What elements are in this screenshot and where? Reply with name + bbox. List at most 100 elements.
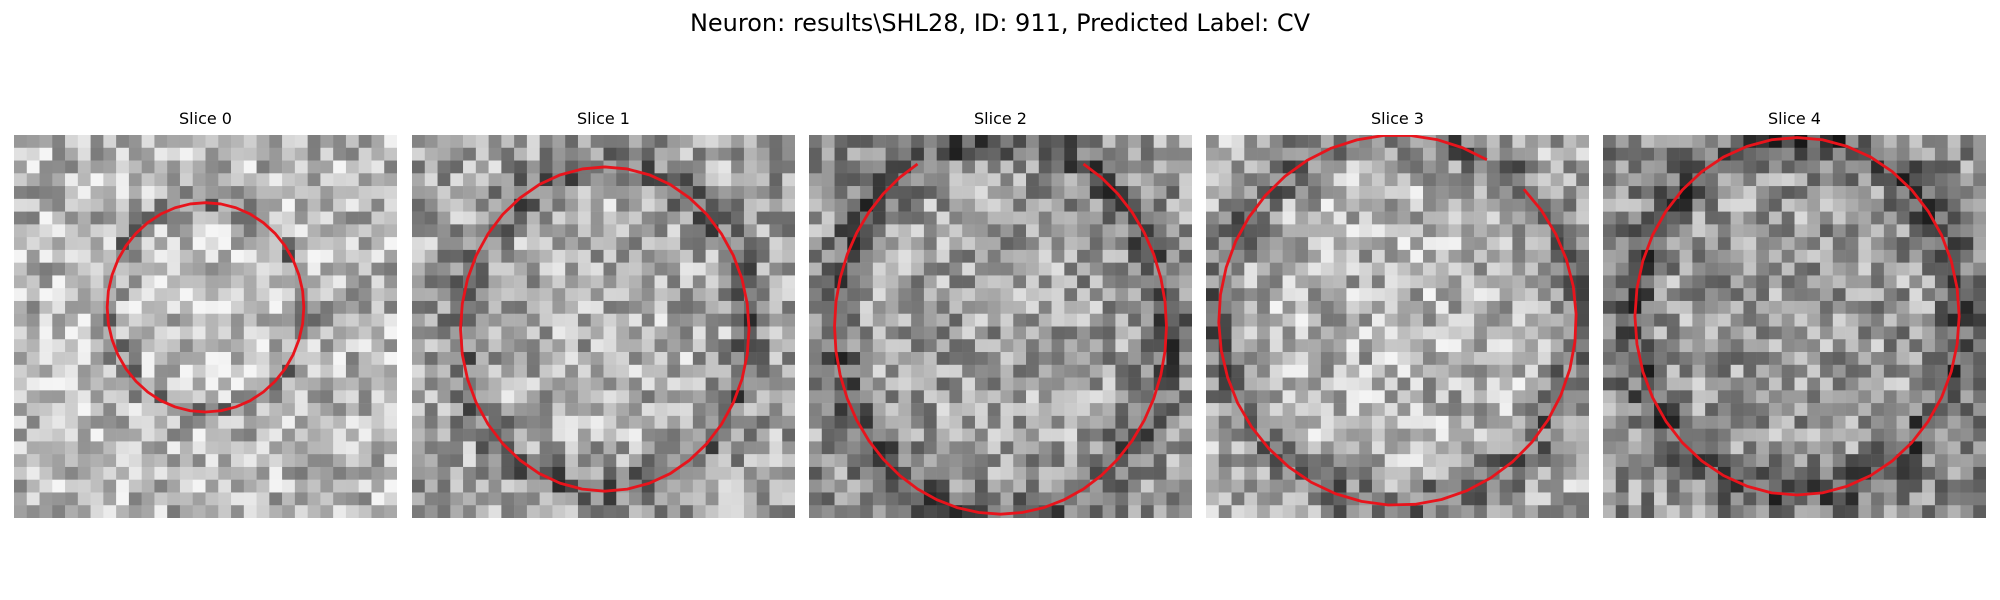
- pixel: [243, 237, 257, 251]
- pixel: [962, 313, 976, 327]
- pixel: [1960, 492, 1974, 506]
- pixel: [1320, 505, 1334, 518]
- pixel: [1026, 441, 1040, 455]
- pixel: [1973, 313, 1986, 327]
- pixel: [179, 147, 193, 161]
- pixel: [1077, 300, 1091, 314]
- pixel: [1550, 300, 1564, 314]
- pixel: [1756, 390, 1770, 404]
- pixel: [1576, 466, 1589, 480]
- pixel: [26, 249, 40, 263]
- pixel: [1730, 454, 1744, 468]
- pixel: [1089, 186, 1103, 200]
- pixel: [1781, 237, 1795, 251]
- pixel: [14, 415, 28, 429]
- pixel: [1231, 377, 1245, 391]
- pixel: [860, 186, 874, 200]
- pixel: [847, 505, 861, 518]
- pixel: [1333, 428, 1347, 442]
- pixel: [1666, 288, 1680, 302]
- pixel: [1871, 441, 1885, 455]
- pixel: [782, 147, 795, 161]
- pixel: [116, 377, 130, 391]
- pixel: [1102, 454, 1116, 468]
- pixel: [1051, 441, 1065, 455]
- pixel: [860, 326, 874, 340]
- pixel: [526, 364, 540, 378]
- pixel: [1692, 313, 1706, 327]
- pixel: [1026, 352, 1040, 366]
- pixel: [526, 454, 540, 468]
- pixel: [1947, 198, 1961, 212]
- pixel: [1615, 479, 1629, 493]
- pixel: [294, 505, 308, 518]
- pixel: [860, 377, 874, 391]
- pixel: [1140, 186, 1154, 200]
- pixel: [1410, 364, 1424, 378]
- pixel: [167, 173, 181, 187]
- pixel: [345, 211, 359, 225]
- pixel: [565, 428, 579, 442]
- pixel: [1206, 288, 1220, 302]
- pixel: [65, 288, 79, 302]
- pixel: [77, 288, 91, 302]
- pixel: [77, 390, 91, 404]
- pixel: [731, 505, 745, 518]
- pixel: [1423, 364, 1437, 378]
- pixel: [974, 198, 988, 212]
- pixel: [1922, 339, 1936, 353]
- pixel: [1179, 415, 1192, 429]
- pixel: [1973, 377, 1986, 391]
- pixel: [463, 441, 477, 455]
- pixel: [1371, 505, 1385, 518]
- pixel: [1973, 492, 1986, 506]
- pixel: [1295, 288, 1309, 302]
- pixel: [629, 211, 643, 225]
- pixel: [1397, 415, 1411, 429]
- pixel: [1000, 454, 1014, 468]
- pixel: [565, 288, 579, 302]
- pixel: [90, 454, 104, 468]
- pixel: [743, 339, 757, 353]
- pixel: [1679, 466, 1693, 480]
- pixel: [1153, 492, 1167, 506]
- pixel: [141, 249, 155, 263]
- pixel: [424, 300, 438, 314]
- pixel: [1115, 135, 1129, 149]
- pixel: [1423, 288, 1437, 302]
- pixel: [1346, 403, 1360, 417]
- pixel: [1641, 505, 1655, 518]
- pixel: [756, 428, 770, 442]
- pixel: [1077, 326, 1091, 340]
- pixel: [987, 339, 1001, 353]
- pixel: [1077, 173, 1091, 187]
- pixel: [1140, 428, 1154, 442]
- pixel: [1038, 237, 1052, 251]
- pixel: [590, 505, 604, 518]
- pixel: [307, 288, 321, 302]
- pixel: [514, 479, 528, 493]
- pixel: [450, 224, 464, 238]
- pixel: [590, 135, 604, 149]
- pixel: [603, 377, 617, 391]
- pixel: [680, 390, 694, 404]
- pixel: [1384, 275, 1398, 289]
- pixel: [1845, 377, 1859, 391]
- pixel: [488, 275, 502, 289]
- pixel: [885, 415, 899, 429]
- pixel: [488, 403, 502, 417]
- pixel: [641, 466, 655, 480]
- pixel: [1397, 224, 1411, 238]
- pixel: [629, 492, 643, 506]
- pixel: [358, 492, 372, 506]
- pixel: [565, 415, 579, 429]
- pixel: [1743, 262, 1757, 276]
- pixel: [1115, 492, 1129, 506]
- pixel: [1973, 211, 1986, 225]
- pixel: [1295, 441, 1309, 455]
- pixel: [1896, 275, 1910, 289]
- pixel: [243, 224, 257, 238]
- pixel: [1282, 288, 1296, 302]
- pixel: [90, 377, 104, 391]
- pixel: [141, 186, 155, 200]
